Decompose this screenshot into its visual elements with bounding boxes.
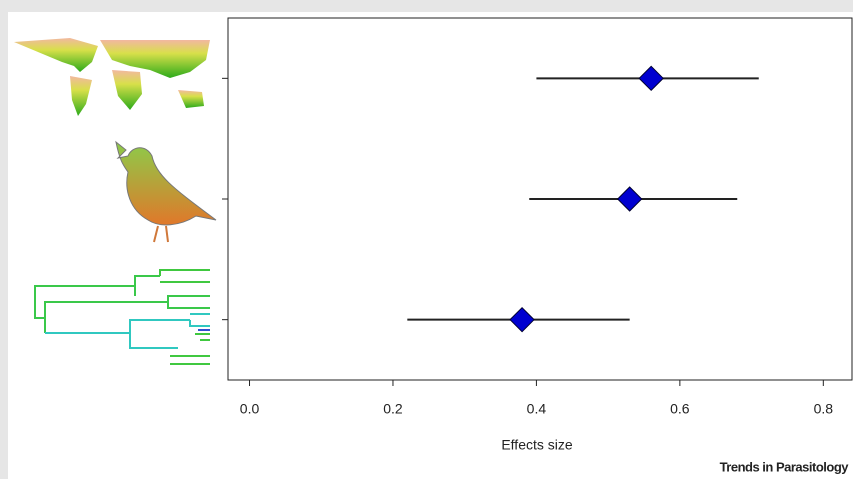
x-tick-label: 0.0: [240, 401, 260, 417]
x-tick-label: 0.6: [670, 401, 690, 417]
x-tick-label: 0.4: [527, 401, 547, 417]
footer-credit: Trends in Parasitology: [720, 459, 850, 474]
estimate-diamond: [638, 65, 664, 92]
x-tick-label: 0.2: [383, 401, 403, 417]
bird-icon: [115, 140, 217, 243]
phylogeny-icon: [34, 269, 210, 365]
world-map-icon: [14, 38, 210, 116]
x-tick-label: 0.8: [814, 401, 834, 417]
estimate-diamond: [509, 306, 535, 333]
panel: [8, 12, 853, 479]
estimate-diamond: [616, 186, 643, 212]
x-axis-label: Effects size: [501, 437, 573, 453]
